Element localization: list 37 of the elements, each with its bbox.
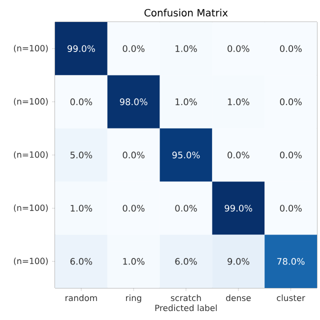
y-tick-label: (n=100) [14,151,48,159]
data-label: 1.0% [176,98,197,106]
data-label: 6.0% [175,258,197,265]
data-label: 0.0% [280,98,302,106]
data-label: 78.0% [277,258,305,265]
data-label: 0.0% [228,152,250,158]
data-label: 0.0% [122,204,144,212]
data-label: 0.0% [70,98,92,106]
chart-title: Confusion Matrix [144,8,228,17]
y-tick-label: (n=100) [14,44,48,52]
x-axis-title: Predicted label [155,304,217,312]
x-tick-label: dense [226,294,251,302]
data-label: 95.0% [172,152,200,158]
data-label: 0.0% [122,45,144,52]
x-tick-label: scratch [170,294,201,302]
data-label: 99.0% [68,45,95,52]
data-label: 0.0% [122,152,144,158]
data-label: 0.0% [175,204,197,212]
data-label: 0.0% [280,45,302,52]
y-tick-label: (n=100) [14,258,48,266]
data-label: 99.0% [224,204,252,212]
data-label: 0.0% [280,152,302,158]
data-label: 1.0% [228,98,250,106]
x-tick-label: random [66,294,97,302]
y-tick-label: (n=100) [14,204,48,212]
data-label: 5.0% [70,152,92,158]
data-label: 0.0% [280,204,302,212]
data-label: 1.0% [176,45,197,52]
data-label: 0.0% [228,45,250,52]
data-label: 1.0% [70,204,92,212]
data-label: 9.0% [228,258,250,265]
x-tick-label: cluster [276,294,306,302]
x-tick-label: ring [126,294,142,303]
data-label: 1.0% [123,258,144,265]
data-label: 98.0% [120,98,148,106]
y-tick-label: (n=100) [14,98,48,106]
data-label: 6.0% [70,258,92,265]
